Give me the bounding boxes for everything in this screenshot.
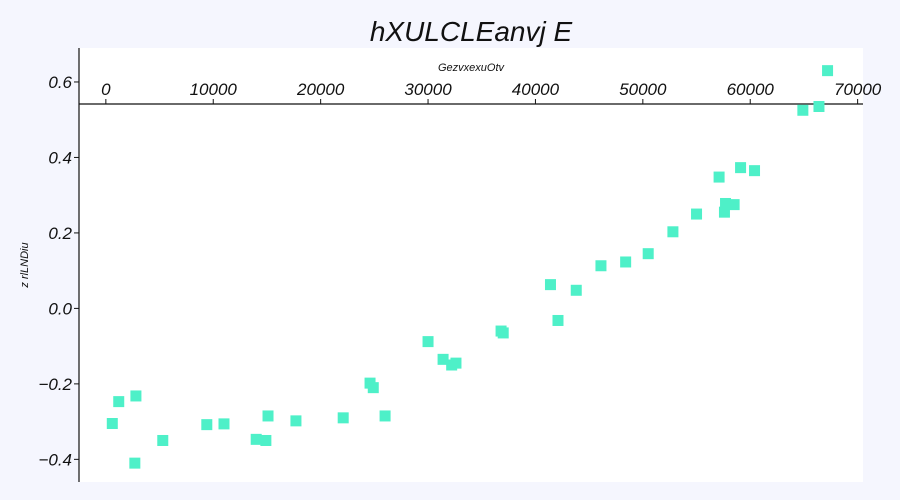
data-point — [450, 357, 462, 369]
x-tick-label: 40000 — [512, 80, 560, 99]
data-point — [720, 197, 732, 209]
data-points — [106, 65, 834, 469]
chart-title: hXULCLEanvj E — [370, 16, 573, 47]
data-point — [718, 206, 730, 218]
plot-area — [79, 48, 863, 482]
data-point — [667, 226, 679, 238]
y-tick-label: −0.2 — [38, 375, 72, 394]
data-point — [735, 162, 747, 174]
data-point — [262, 410, 274, 422]
y-tick-label: 0.4 — [48, 148, 72, 167]
data-point — [130, 390, 142, 402]
data-point — [290, 415, 302, 427]
data-point — [250, 433, 262, 445]
data-point — [570, 284, 582, 296]
data-point — [642, 248, 654, 260]
x-tick-label: 70000 — [834, 80, 882, 99]
y-ticks: −0.4 −0.2 0.0 0.2 0.4 0.6 — [38, 73, 79, 469]
data-point — [691, 208, 703, 220]
data-point — [379, 410, 391, 422]
y-axis-label: z rlLNDiu — [19, 242, 31, 288]
data-point — [113, 396, 125, 408]
x-tick-label: 0 — [101, 80, 111, 99]
data-point — [797, 104, 809, 116]
x-tick-label: 50000 — [619, 80, 667, 99]
data-point — [106, 418, 118, 430]
data-point — [497, 327, 509, 339]
y-tick-label: 0.6 — [48, 73, 72, 92]
data-point — [813, 100, 825, 112]
y-tick-label: 0.2 — [48, 224, 72, 243]
data-point — [337, 412, 349, 424]
y-tick-label: −0.4 — [38, 450, 72, 469]
x-tick-label: 20000 — [296, 80, 345, 99]
data-point — [129, 457, 141, 469]
data-point — [552, 314, 564, 326]
x-tick-label: 30000 — [404, 80, 452, 99]
data-point — [749, 165, 761, 177]
data-point — [595, 260, 607, 272]
x-tick-label: 10000 — [190, 80, 238, 99]
data-point — [544, 279, 556, 291]
x-axis-label: GezvxexuOtv — [438, 62, 506, 74]
data-point — [201, 419, 213, 431]
data-point — [422, 336, 434, 348]
data-point — [713, 171, 725, 183]
data-point — [157, 434, 169, 446]
data-point — [367, 382, 379, 394]
data-point — [437, 353, 449, 365]
data-point — [260, 434, 272, 446]
x-ticks: 0 10000 20000 30000 40000 50000 60000 70000 — [101, 80, 882, 104]
data-point — [822, 65, 834, 77]
data-point — [728, 199, 740, 211]
y-tick-label: 0.0 — [48, 299, 72, 318]
data-point — [620, 256, 632, 268]
x-tick-label: 60000 — [727, 80, 775, 99]
data-point — [218, 418, 230, 430]
